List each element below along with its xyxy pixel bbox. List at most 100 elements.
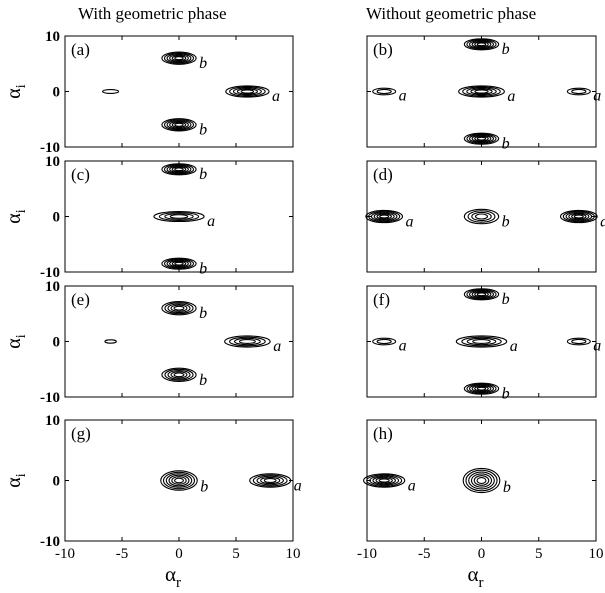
contour-line: [171, 166, 187, 173]
contour-line: [375, 477, 393, 484]
contour-line: [370, 211, 398, 222]
contour-line: [473, 475, 490, 486]
contour-line: [161, 257, 197, 270]
contour-line: [171, 260, 187, 267]
contour-line: [173, 305, 185, 311]
contour-line: [363, 473, 406, 488]
panel-b: (b) b a b a a: [366, 35, 601, 152]
peak-label: a: [273, 338, 281, 355]
peak-label: a: [399, 87, 407, 104]
contour-line: [376, 338, 392, 345]
x-tick-label: 0: [175, 546, 183, 562]
peak-label: a: [272, 88, 280, 105]
contour-line: [573, 214, 584, 219]
contour-line: [169, 260, 189, 268]
panel-frame: [366, 160, 597, 273]
panel-g: 10 0 -10-10 -5 0 5 10 αi αr (g) b a: [3, 413, 302, 591]
x-tick-label: 5: [535, 546, 543, 562]
contour-line: [466, 289, 497, 300]
contour-line: [463, 288, 500, 301]
peak-label: b: [503, 479, 511, 496]
contour-line: [568, 212, 590, 221]
contour-line: [366, 474, 403, 487]
contour-line: [173, 372, 185, 378]
contour-peak: [161, 51, 197, 65]
contour-line: [164, 368, 194, 381]
contour-line: [162, 471, 196, 490]
contour-line: [463, 132, 500, 145]
contour-line: [462, 86, 501, 97]
contour-line: [240, 89, 255, 94]
peak-label: b: [199, 122, 207, 139]
contour-line: [474, 41, 489, 48]
peak-label: b: [502, 41, 510, 58]
contour-line: [466, 133, 497, 144]
x-tick-label: -10: [357, 546, 377, 562]
contour-line: [158, 212, 200, 221]
contour-line: [476, 136, 487, 141]
contour-peak: [463, 288, 500, 301]
x-tick-label: 0: [478, 546, 486, 562]
contour-line: [166, 164, 192, 174]
contour-peak: [363, 473, 406, 488]
contour-peak: [566, 337, 591, 346]
contour-line: [474, 135, 489, 142]
panel-frame: [64, 419, 294, 542]
contour-line: [171, 121, 187, 128]
contour-line: [174, 122, 184, 127]
contour-line: [463, 382, 500, 395]
contour-line: [171, 55, 187, 62]
contour-line: [164, 302, 194, 315]
contour-line: [468, 471, 495, 490]
panel-label: (a): [71, 40, 90, 59]
contour-line: [233, 337, 261, 346]
contour-line: [161, 51, 197, 65]
contour-line: [161, 163, 197, 176]
contour-line: [169, 214, 189, 219]
contour-line: [169, 165, 189, 173]
contour-line: [376, 213, 392, 220]
contour-peak: [225, 85, 270, 98]
contour-line: [174, 167, 184, 172]
contour-peak: [161, 300, 197, 316]
contour-line: [476, 42, 487, 47]
contour-line: [466, 383, 497, 394]
contour-peak: [224, 335, 271, 348]
panel-label: (f): [373, 290, 390, 309]
x-tick-label: -10: [55, 546, 75, 562]
contour-line: [467, 210, 496, 223]
contour-line: [466, 87, 497, 96]
contour-line: [174, 261, 184, 266]
contour-peak: [161, 163, 197, 176]
contour-line: [571, 88, 587, 95]
contour-line: [471, 385, 492, 393]
contour-line: [166, 53, 192, 64]
contour-line: [163, 164, 195, 175]
contour-line: [468, 384, 495, 394]
y-tick-label: 0: [53, 474, 61, 490]
panel-e: 10 0 -10 αi (e) b b a: [3, 279, 294, 406]
y-tick-label: -10: [40, 265, 60, 281]
contour-line: [102, 89, 120, 94]
contour-line: [170, 304, 188, 312]
y-tick-label: 0: [53, 85, 61, 101]
y-tick-label: -10: [40, 390, 60, 406]
contour-peak: [160, 470, 198, 491]
contour-peak: [104, 339, 117, 344]
contour-line: [471, 40, 492, 48]
contour-line: [458, 85, 505, 98]
contour-line: [153, 210, 205, 223]
contour-line: [372, 476, 396, 485]
contour-line: [252, 474, 288, 487]
contour-line: [466, 39, 497, 50]
contour-line: [468, 289, 495, 299]
contour-peak: [455, 335, 508, 348]
contour-line: [461, 336, 502, 347]
contour-line: [372, 87, 397, 96]
column-title-left: With geometric phase: [78, 4, 227, 23]
contour-line: [566, 87, 591, 96]
x-tick-label: 10: [589, 546, 604, 562]
contour-line: [238, 339, 256, 344]
peak-label: a: [207, 213, 215, 230]
